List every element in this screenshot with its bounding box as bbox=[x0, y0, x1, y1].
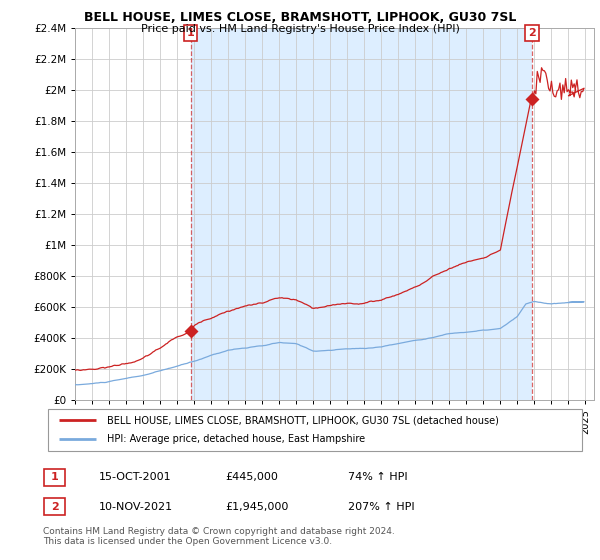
FancyBboxPatch shape bbox=[44, 498, 65, 515]
Text: 2: 2 bbox=[528, 28, 536, 38]
Text: 10-NOV-2021: 10-NOV-2021 bbox=[99, 502, 173, 512]
Text: 15-OCT-2001: 15-OCT-2001 bbox=[99, 472, 172, 482]
Text: BELL HOUSE, LIMES CLOSE, BRAMSHOTT, LIPHOOK, GU30 7SL: BELL HOUSE, LIMES CLOSE, BRAMSHOTT, LIPH… bbox=[84, 11, 516, 24]
FancyBboxPatch shape bbox=[44, 469, 65, 486]
Text: HPI: Average price, detached house, East Hampshire: HPI: Average price, detached house, East… bbox=[107, 435, 365, 445]
Text: £1,945,000: £1,945,000 bbox=[225, 502, 289, 512]
Text: 1: 1 bbox=[51, 472, 58, 482]
Text: 2: 2 bbox=[51, 502, 58, 512]
Text: 207% ↑ HPI: 207% ↑ HPI bbox=[348, 502, 415, 512]
Bar bbox=[191, 28, 532, 400]
Text: 74% ↑ HPI: 74% ↑ HPI bbox=[348, 472, 407, 482]
Text: 1: 1 bbox=[187, 28, 194, 38]
FancyBboxPatch shape bbox=[48, 409, 582, 451]
Text: Contains HM Land Registry data © Crown copyright and database right 2024.
This d: Contains HM Land Registry data © Crown c… bbox=[43, 526, 395, 546]
Text: BELL HOUSE, LIMES CLOSE, BRAMSHOTT, LIPHOOK, GU30 7SL (detached house): BELL HOUSE, LIMES CLOSE, BRAMSHOTT, LIPH… bbox=[107, 415, 499, 425]
Text: £445,000: £445,000 bbox=[225, 472, 278, 482]
Text: Price paid vs. HM Land Registry's House Price Index (HPI): Price paid vs. HM Land Registry's House … bbox=[140, 24, 460, 34]
